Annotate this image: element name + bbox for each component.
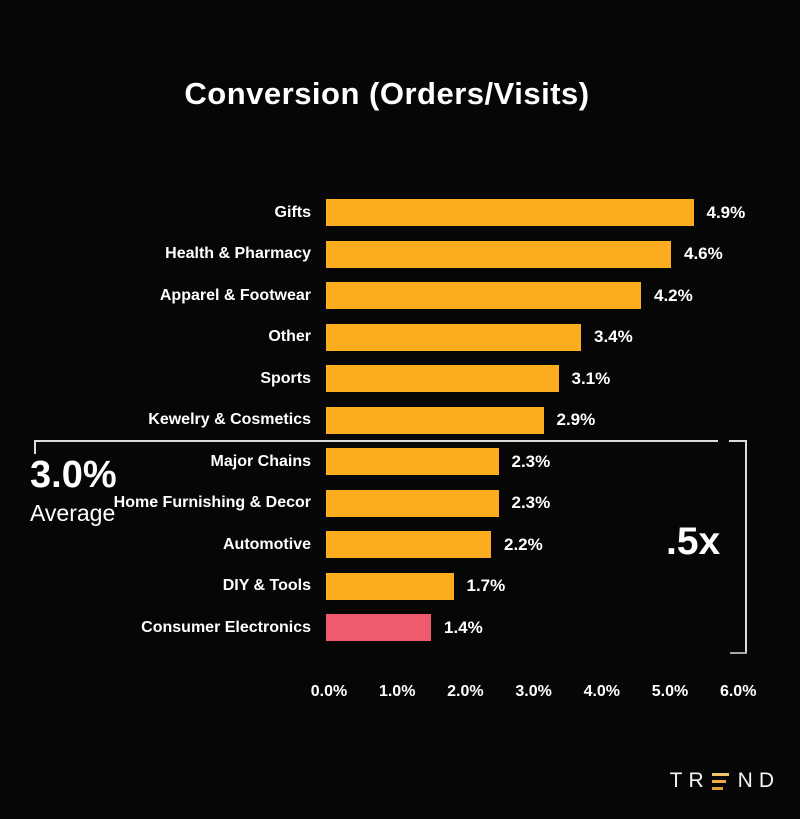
bar-row: Automotive 2.2% (0, 524, 800, 566)
bar (326, 448, 499, 476)
value-label: 1.4% (444, 617, 483, 637)
bracket-top-line (34, 440, 718, 442)
bar (326, 323, 581, 351)
category-label: DIY & Tools (222, 577, 311, 595)
value-label: 4.2% (654, 285, 693, 305)
category-label: Sports (260, 369, 311, 387)
x-tick-label: 6.0% (719, 683, 757, 700)
bar-row: Health & Pharmacy 4.6% (0, 234, 800, 276)
brand-logo: TR ND (670, 769, 780, 793)
bar-rows: Gifts 4.9% Health & Pharmacy 4.6% Apparel & … (0, 192, 800, 649)
value-label: 1.7% (466, 576, 506, 596)
value-label: 4.9% (706, 202, 746, 222)
bar (326, 365, 559, 393)
bar-row: Apparel & Footwear 4.2% (0, 275, 800, 317)
category-label: Consumer Electronics (141, 618, 311, 636)
bar-row: DIY & Tools 1.7% (0, 566, 800, 608)
bar (326, 489, 499, 517)
bar-row: Kewelry & Cosmetics 2.9% (0, 400, 800, 442)
logo-e-bars-icon (711, 772, 730, 790)
average-value: 3.0% (30, 454, 117, 496)
bar-row: Major Chains 2.3% (0, 441, 800, 483)
average-label: Average (30, 499, 116, 526)
logo-text-left: TR (669, 769, 710, 792)
bracket-right-line (745, 440, 747, 654)
bracket-bottom-tick (730, 652, 747, 654)
x-tick-label: 0.0% (310, 683, 348, 700)
bar (326, 199, 694, 227)
value-label: 2.3% (511, 493, 551, 513)
x-tick-label: 5.0% (651, 683, 689, 700)
bar (326, 240, 671, 268)
x-tick-label: 1.0% (378, 683, 416, 700)
logo-text-right: ND (737, 769, 780, 792)
bar-row: Other 3.4% (0, 317, 800, 359)
bar (326, 531, 491, 559)
bar-row: Consumer Electronics 1.4% (0, 607, 800, 649)
multiplier-annotation: .5x (666, 520, 721, 563)
category-label: Gifts (274, 203, 311, 221)
category-label: Health & Pharmacy (165, 245, 311, 263)
x-tick-label: 2.0% (447, 683, 484, 700)
bracket-left-tick (34, 440, 36, 454)
bar-row: Sports 3.1% (0, 358, 800, 400)
bar-row: Home Furnishing & Decor 2.3% (0, 483, 800, 525)
category-label: Apparel & Footwear (159, 286, 311, 304)
bar-highlighted (326, 614, 431, 642)
category-label: Automotive (223, 535, 311, 553)
value-label: 2.2% (504, 534, 543, 554)
value-label: 2.9% (556, 410, 596, 430)
chart-title: Conversion (Orders/Visits) (184, 76, 590, 111)
x-tick-label: 4.0% (583, 683, 621, 700)
x-axis: 0.0% 1.0% 2.0% 3.0% 4.0% 5.0% 6.0% (0, 683, 800, 703)
bar (326, 282, 641, 310)
bracket-top-cap (729, 440, 747, 442)
bar (326, 572, 454, 600)
value-label: 4.6% (684, 244, 723, 264)
category-label: Other (268, 328, 311, 346)
value-label: 3.4% (594, 327, 633, 347)
value-label: 2.3% (511, 451, 551, 471)
bar-row: Gifts 4.9% (0, 192, 800, 234)
category-label: Home Furnishing & Decor (113, 494, 311, 512)
average-annotation: 3.0% Average (30, 454, 117, 527)
category-label: Kewelry & Cosmetics (148, 411, 311, 429)
x-tick-label: 3.0% (515, 683, 552, 700)
bar (326, 406, 544, 434)
value-label: 3.1% (571, 368, 611, 388)
category-label: Major Chains (210, 452, 311, 470)
